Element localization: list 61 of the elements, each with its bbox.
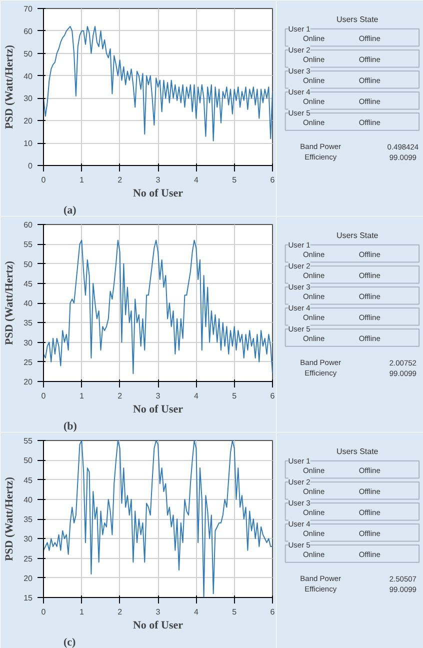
- y-tick-label: 55: [24, 240, 34, 250]
- line-series: [44, 26, 272, 142]
- y-tick-label: 20: [24, 574, 34, 583]
- y-axis-title: PSD (Watt/Hertz): [4, 44, 16, 129]
- y-tick-label: 25: [24, 358, 34, 367]
- x-tick-label: 2: [118, 392, 123, 400]
- y-tick-label: 50: [24, 456, 34, 466]
- x-axis-title: No of User: [132, 188, 184, 200]
- text: Users State: [336, 446, 379, 456]
- line-series: [44, 240, 272, 374]
- x-tick-label: 0: [41, 176, 46, 184]
- text: Users State: [336, 14, 379, 24]
- x-tick-label: 6: [270, 608, 276, 616]
- x-tick-label: 4: [194, 176, 199, 184]
- y-tick-label: 50: [24, 49, 34, 58]
- y-tick-label: 60: [24, 26, 34, 36]
- y-axis-title: PSD (Watt/Hertz): [4, 476, 16, 561]
- x-tick-label: 3: [156, 392, 161, 400]
- x-tick-label: 5: [232, 608, 238, 616]
- x-tick-label: 4: [194, 608, 199, 616]
- x-tick-label: 1: [79, 176, 84, 184]
- x-tick-label: 0: [41, 392, 46, 400]
- text: Users State: [336, 230, 379, 240]
- y-tick-label: 35: [24, 515, 34, 524]
- x-tick-label: 6: [270, 392, 276, 400]
- y-tick-label: 30: [24, 338, 34, 348]
- x-axis-title: No of User: [132, 404, 184, 416]
- x-tick-label: 1: [79, 608, 84, 616]
- y-axis-title: PSD (Watt/Hertz): [4, 260, 16, 345]
- y-tick-label: 35: [24, 318, 34, 328]
- y-tick-label: 50: [24, 260, 34, 269]
- x-tick-label: 3: [156, 176, 161, 184]
- y-tick-label: 20: [24, 378, 34, 386]
- y-tick-label: 30: [24, 534, 34, 544]
- y-tick-label: 40: [24, 72, 34, 81]
- x-tick-label: 5: [232, 392, 238, 400]
- text: (a): [64, 204, 77, 216]
- y-tick-label: 60: [24, 220, 34, 230]
- x-tick-label: 1: [79, 392, 84, 400]
- y-tick-label: 45: [24, 476, 34, 485]
- x-tick-label: 2: [118, 176, 123, 184]
- x-tick-label: 6: [270, 176, 276, 184]
- y-tick-label: 15: [24, 594, 34, 602]
- text: (b): [64, 420, 78, 432]
- x-axis-title: No of User: [132, 620, 184, 632]
- y-tick-label: 0: [28, 162, 34, 170]
- y-tick-label: 40: [24, 299, 34, 308]
- x-tick-label: 0: [41, 608, 46, 616]
- x-tick-label: 2: [118, 608, 123, 616]
- y-tick-label: 25: [24, 554, 34, 564]
- y-tick-label: 30: [24, 94, 34, 104]
- y-tick-label: 20: [24, 116, 34, 126]
- y-tick-label: 55: [24, 436, 34, 446]
- text: (c): [64, 636, 76, 648]
- y-tick-label: 10: [24, 139, 34, 148]
- y-tick-label: 45: [24, 279, 34, 288]
- y-tick-label: 40: [24, 495, 34, 504]
- y-tick-label: 70: [24, 4, 34, 14]
- x-tick-label: 3: [156, 608, 161, 616]
- x-tick-label: 5: [232, 176, 238, 184]
- x-tick-label: 4: [194, 392, 199, 400]
